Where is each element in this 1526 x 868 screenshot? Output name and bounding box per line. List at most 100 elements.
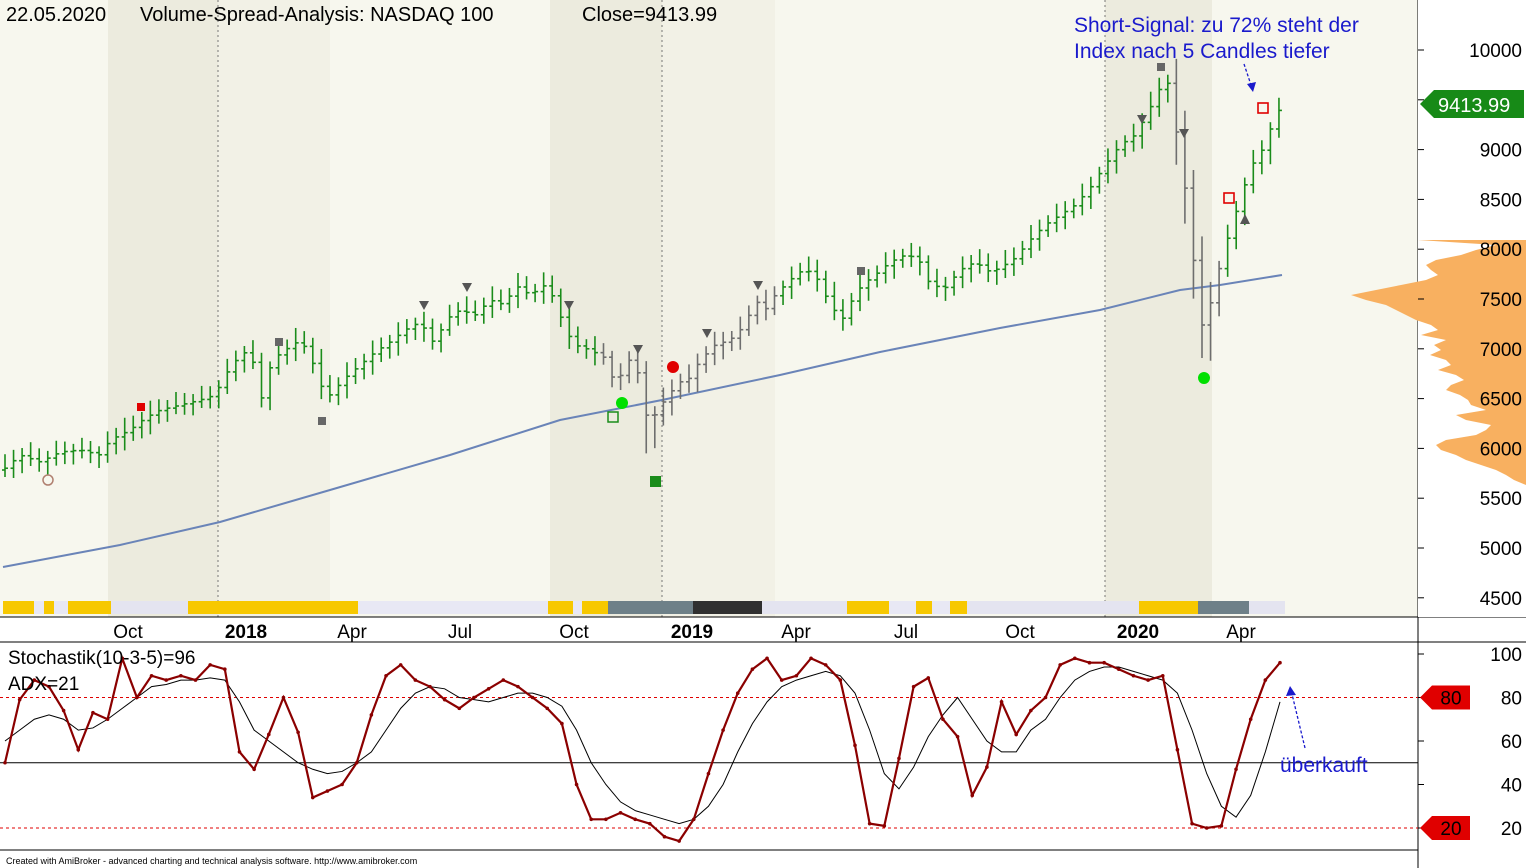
stoch-point [208,663,212,667]
price-bar [1250,149,1257,194]
stoch-point [354,760,359,765]
price-tick-label: 9000 [1480,141,1522,162]
stoch-point [442,697,447,702]
price-bar [190,394,197,416]
svg-text:20: 20 [1440,819,1461,840]
stoch-point [164,678,169,682]
stoch-point [32,678,37,682]
stoch-point [750,667,755,672]
price-bar [403,319,410,344]
stoch-point [179,673,183,678]
price-bar [745,305,752,336]
price-bar [617,363,624,391]
stoch-point [384,673,388,678]
price-bar [857,274,863,312]
price-bar [1173,58,1180,165]
stoch-signal-line [4,666,1281,825]
price-bar [694,353,701,393]
price-bar [1258,140,1265,175]
price-bar [309,337,316,374]
stoch-point [47,684,51,689]
stoch-point [809,656,813,661]
grey-square-marker [275,338,283,346]
price-tick-label: 7500 [1480,290,1522,311]
stoch-point [1058,663,1062,667]
price-bar [1164,74,1171,103]
price-bar [284,339,291,365]
regime-segment [950,601,967,614]
stoch-point [1234,767,1238,772]
price-tick-label: 4500 [1480,589,1522,610]
stoch-point [560,721,564,726]
price-bar [728,331,735,352]
price-bar [267,361,274,411]
price-bar [455,302,462,326]
price-bar [44,450,51,475]
price-bar [780,280,787,305]
price-bar [848,292,855,326]
price-bar [1028,225,1034,259]
price-bar [1147,91,1154,130]
price-bar [361,353,368,380]
regime-segment [847,601,889,614]
stoch-point [633,817,637,822]
signal-markers [42,63,1269,487]
price-bar [677,373,684,400]
price-bar [591,336,598,366]
price-bar [814,259,821,292]
time-tick-label: Oct [113,622,143,643]
price-bar [1010,247,1017,276]
price-bar [771,286,778,316]
price-bar [446,304,453,336]
price-bar [164,399,171,422]
red-square-marker [137,403,145,411]
stoch-point [310,795,315,800]
stoch-point [618,810,623,815]
regime-segment [44,601,54,614]
osc-tick-label: 20 [1501,819,1522,840]
price-bar [386,334,393,359]
price-bar [429,318,436,350]
price-bar [1216,260,1223,317]
price-tick-label: 8000 [1480,240,1522,261]
stoch-point [691,817,696,822]
stoch-point [985,765,989,769]
price-bar [352,358,359,385]
volume-profile-shape [1351,240,1526,485]
time-tick-label: 2020 [1117,622,1159,643]
price-bar [874,265,881,288]
stoch-point [1278,660,1282,665]
price-bar [318,348,325,400]
price-bar [822,270,829,304]
hollow-green-square [607,411,619,423]
price-bar [249,340,256,370]
shaded-band [218,0,330,617]
price-bar [53,440,60,466]
price-bar [831,281,838,321]
stoch-point [823,663,828,667]
stoch-point [589,817,594,822]
down-triangle-marker [419,301,429,310]
regime-segment [111,601,188,614]
stoch-point [325,789,330,793]
price-bar [557,288,564,327]
stoch-point [61,708,66,713]
down-triangle-marker [1179,129,1189,138]
adx-label: ADX=21 [8,674,79,695]
price-bar [1190,169,1197,299]
price-bar [1104,148,1111,184]
grey-square-marker [1157,63,1165,71]
price-bar [839,299,846,331]
green-dot-marker [616,397,628,409]
hollow-red-square [1257,102,1269,114]
up-triangle-marker [1240,214,1250,224]
price-bar [480,297,487,324]
down-triangle-marker [702,329,712,338]
price-bar [583,339,590,359]
volume-profile [1351,240,1526,485]
footer-credit: Created with AmiBroker - advanced charti… [6,856,417,866]
moving-average-line [2,274,1283,568]
price-bar [968,255,975,283]
stoch-point [955,734,960,739]
price-tick-label: 5500 [1480,489,1522,510]
